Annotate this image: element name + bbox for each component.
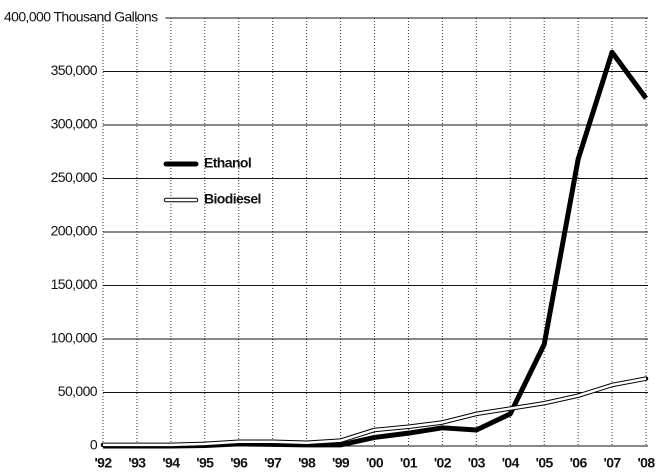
x-tick-label: '05: [536, 455, 554, 471]
x-tick-label: '00: [366, 455, 384, 471]
legend-label: Biodiesel: [204, 191, 261, 207]
x-tick-label: '03: [468, 455, 486, 471]
x-tick-label: '98: [298, 455, 316, 471]
y-tick-label: 50,000: [58, 383, 98, 399]
x-tick-label: '01: [400, 455, 418, 471]
x-tick-label: '93: [128, 455, 146, 471]
y-tick-label: 200,000: [51, 223, 98, 239]
y-tick-label: 100,000: [51, 330, 98, 346]
x-tick-label: '04: [502, 455, 520, 471]
y-tick-label: 400,000 Thousand Gallons: [4, 9, 158, 25]
y-tick-label: 0: [90, 437, 98, 453]
x-tick-label: '95: [196, 455, 214, 471]
x-tick-label: '99: [332, 455, 350, 471]
x-tick-label: '07: [604, 455, 622, 471]
y-tick-label: 250,000: [51, 169, 98, 185]
x-tick-label: '94: [162, 455, 180, 471]
x-tick-label: '08: [637, 455, 655, 471]
x-tick-label: '02: [434, 455, 452, 471]
x-tick-label: '96: [230, 455, 248, 471]
x-tick-label: '97: [264, 455, 282, 471]
y-tick-label: 300,000: [51, 116, 98, 132]
y-tick-label: 350,000: [51, 62, 98, 78]
legend-label: Ethanol: [204, 155, 251, 171]
y-tick-label: 150,000: [51, 276, 98, 292]
x-tick-label: '06: [570, 455, 588, 471]
x-tick-label: '92: [94, 455, 112, 471]
series-line: [103, 377, 647, 447]
